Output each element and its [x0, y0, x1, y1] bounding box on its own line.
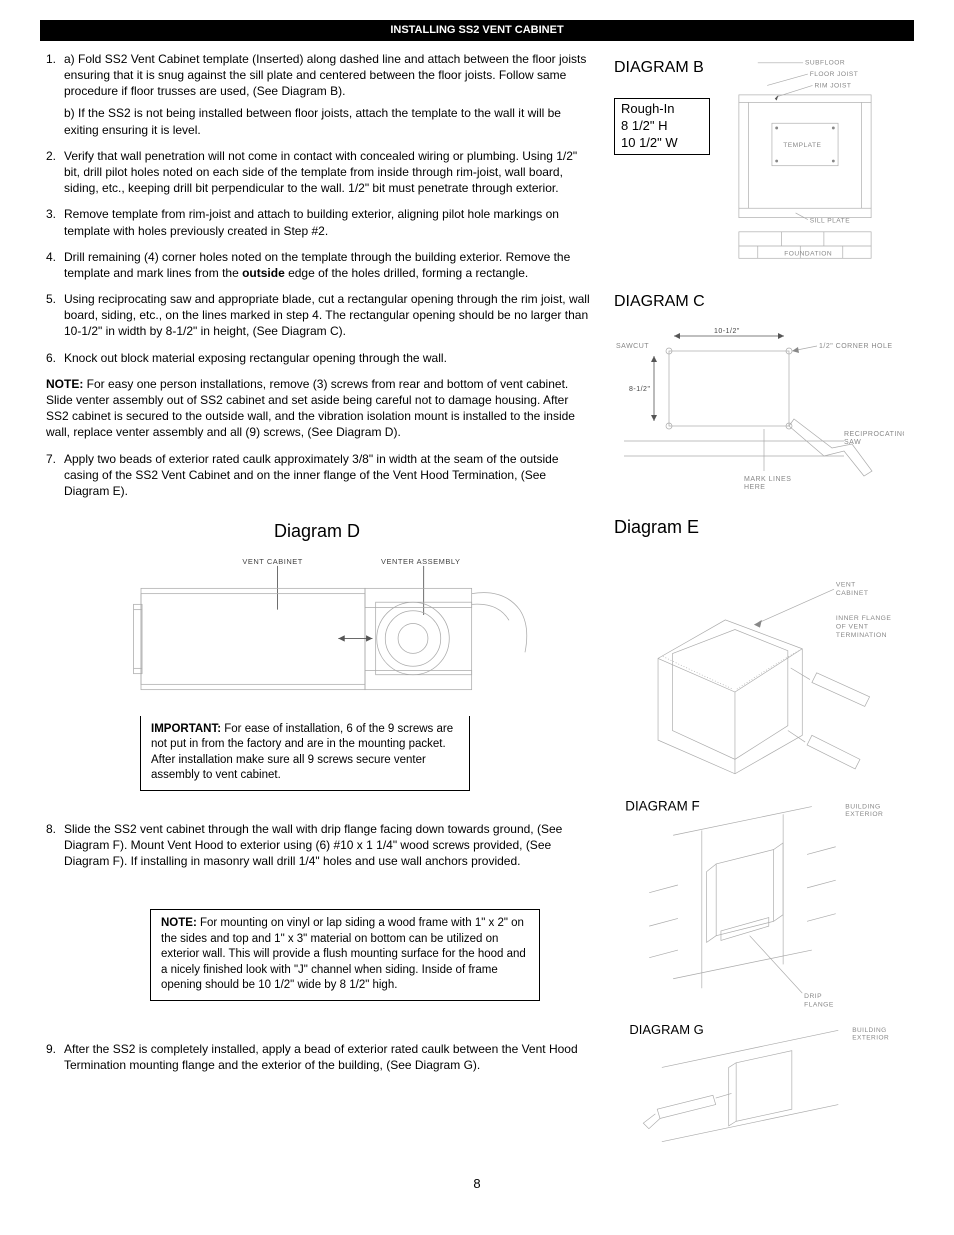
step-9-text: After the SS2 is completely installed, a…: [64, 1041, 594, 1073]
diagram-d: Diagram D VENT CABINET VENTER ASSEMBLY: [40, 519, 594, 791]
step-number: 7.: [46, 451, 64, 500]
diagram-d-svg: VENT CABINET VENTER ASSEMBLY: [40, 551, 594, 711]
instructions-column: 1. a) Fold SS2 Vent Cabinet template (In…: [40, 51, 594, 1156]
label-vent-cabinet: VENT CABINET: [242, 557, 303, 566]
step-5-text: Using reciprocating saw and appropriate …: [64, 291, 594, 340]
roughin-box: Rough-In 8 1/2" H 10 1/2" W: [614, 98, 710, 155]
roughin-w: 10 1/2" W: [621, 135, 703, 152]
label-inner-flange: INNER FLANGEOF VENTTERMINATION: [836, 615, 891, 639]
step-9: 9.After the SS2 is completely installed,…: [46, 1041, 594, 1073]
diagram-b-svg: SUBFLOOR FLOOR JOIST RIM JOIST TEMPLATE: [720, 51, 890, 271]
diagram-f: DIAGRAM F BUILDINGEXTERIOR DRIPFLANGE: [614, 797, 914, 1021]
label-floorjoist: FLOOR JOIST: [810, 71, 859, 78]
step-4: 4.Drill remaining (4) corner holes noted…: [46, 249, 594, 281]
diagram-c-svg: SAWCUT 10-1/2" 8-1/2" 1/2" CORNER HOLE R…: [614, 316, 904, 506]
instruction-list-2: 7.Apply two beads of exterior rated caul…: [40, 451, 594, 500]
important-note: IMPORTANT: For ease of installation, 6 o…: [140, 716, 470, 791]
step-number: 2.: [46, 148, 64, 197]
step-1b: b) If the SS2 is not being installed bet…: [64, 105, 594, 137]
diagram-e-title: Diagram E: [614, 515, 914, 539]
label-sawcut: SAWCUT: [616, 343, 649, 350]
instruction-list-3: 8.Slide the SS2 vent cabinet through the…: [40, 821, 594, 870]
label-saw: RECIPROCATINGSAW: [844, 431, 904, 446]
label-subfloor: SUBFLOOR: [805, 60, 845, 67]
section-header: INSTALLING SS2 VENT CABINET: [40, 20, 914, 41]
label-rimjoist: RIM JOIST: [814, 82, 851, 89]
diagram-f-title: DIAGRAM F: [625, 799, 699, 814]
label-width: 10-1/2": [714, 328, 740, 335]
step-number: 8.: [46, 821, 64, 870]
label-template: TEMPLATE: [783, 142, 821, 149]
instruction-list-4: 9.After the SS2 is completely installed,…: [40, 1041, 594, 1073]
step-1a: a) Fold SS2 Vent Cabinet template (Inser…: [64, 51, 594, 100]
diagrams-column: DIAGRAM B Rough-In 8 1/2" H 10 1/2" W SU…: [614, 51, 914, 1156]
diagram-b: DIAGRAM B Rough-In 8 1/2" H 10 1/2" W SU…: [614, 51, 914, 271]
diagram-f-svg: DIAGRAM F BUILDINGEXTERIOR DRIPFLANGE: [614, 797, 914, 1017]
diagram-g-title: DIAGRAM G: [629, 1022, 703, 1037]
step-8-text: Slide the SS2 vent cabinet through the w…: [64, 821, 594, 870]
instruction-list: 1. a) Fold SS2 Vent Cabinet template (In…: [40, 51, 594, 366]
step-5: 5.Using reciprocating saw and appropriat…: [46, 291, 594, 340]
step-1a-text: Fold SS2 Vent Cabinet template (Inserted…: [64, 52, 586, 98]
step-3: 3.Remove template from rim-joist and att…: [46, 206, 594, 238]
content-row: 1. a) Fold SS2 Vent Cabinet template (In…: [40, 51, 914, 1156]
step-number: 9.: [46, 1041, 64, 1073]
label-drip-flange: DRIPFLANGE: [804, 993, 834, 1009]
diagram-c-title: DIAGRAM C: [614, 291, 914, 313]
label-vent-cabinet: VENTCABINET: [836, 581, 868, 597]
diagram-d-title: Diagram D: [40, 519, 594, 543]
diagram-g-svg: DIAGRAM G BUILDINGEXTERIOR: [614, 1021, 914, 1151]
diagram-g: DIAGRAM G BUILDINGEXTERIOR: [614, 1021, 914, 1155]
diagram-b-title: DIAGRAM B: [614, 57, 710, 79]
step-7-text: Apply two beads of exterior rated caulk …: [64, 451, 594, 500]
label-sillplate: SILL PLATE: [810, 217, 850, 224]
step-number: 1.: [46, 51, 64, 138]
label-corner: 1/2" CORNER HOLE: [819, 343, 893, 350]
step-6-text: Knock out block material exposing rectan…: [64, 350, 594, 366]
step-number: 3.: [46, 206, 64, 238]
step-1: 1. a) Fold SS2 Vent Cabinet template (In…: [46, 51, 594, 138]
note-2: NOTE: For mounting on vinyl or lap sidin…: [150, 909, 540, 1001]
label-building-exterior: BUILDINGEXTERIOR: [845, 804, 883, 819]
step-number: 5.: [46, 291, 64, 340]
label-foundation: FOUNDATION: [784, 250, 832, 257]
roughin-title: Rough-In: [621, 101, 703, 118]
roughin-h: 8 1/2" H: [621, 118, 703, 135]
step-2-text: Verify that wall penetration will not co…: [64, 148, 594, 197]
step-6: 6.Knock out block material exposing rect…: [46, 350, 594, 366]
diagram-e-svg: VENTCABINET INNER FLANGEOF VENTTERMINATI…: [614, 543, 904, 793]
label-mark: MARK LINESHERE: [744, 476, 791, 491]
label-building-exterior: BUILDINGEXTERIOR: [852, 1027, 889, 1041]
page-number: 8: [40, 1175, 914, 1193]
label-height: 8-1/2": [629, 386, 650, 393]
step-4-text: Drill remaining (4) corner holes noted o…: [64, 249, 594, 281]
step-3-text: Remove template from rim-joist and attac…: [64, 206, 594, 238]
step-1b-text: If the SS2 is not being installed betwee…: [64, 106, 561, 136]
step-7: 7.Apply two beads of exterior rated caul…: [46, 451, 594, 500]
label-venter-assembly: VENTER ASSEMBLY: [381, 557, 461, 566]
step-8: 8.Slide the SS2 vent cabinet through the…: [46, 821, 594, 870]
step-number: 6.: [46, 350, 64, 366]
step-number: 4.: [46, 249, 64, 281]
note-1: NOTE: For easy one person installations,…: [46, 376, 594, 441]
step-2: 2.Verify that wall penetration will not …: [46, 148, 594, 197]
